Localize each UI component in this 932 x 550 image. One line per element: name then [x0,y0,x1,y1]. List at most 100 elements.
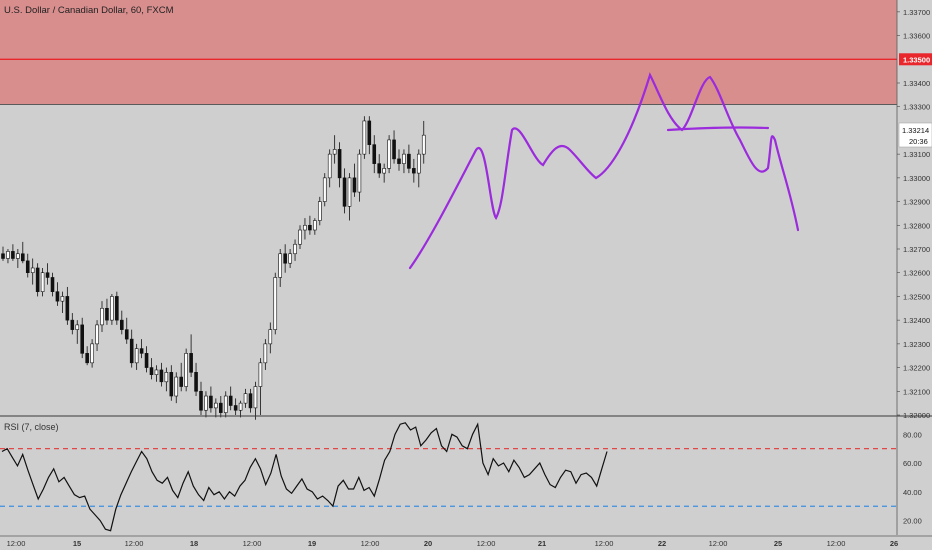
candle[interactable] [174,376,179,397]
candle[interactable] [149,367,154,375]
candle[interactable] [164,372,169,383]
candle[interactable] [387,139,391,169]
candle[interactable] [40,272,45,292]
candle[interactable] [362,120,367,155]
candle[interactable] [199,390,203,411]
price-tick-label: 1.32500 [903,292,930,301]
candle[interactable] [159,369,164,383]
candle[interactable] [293,243,297,255]
candle[interactable] [60,296,65,302]
candle[interactable] [80,324,84,354]
candle[interactable] [308,224,312,231]
candle[interactable] [258,362,263,387]
candle[interactable] [70,319,75,330]
candle[interactable] [115,296,119,321]
candle[interactable] [20,253,25,262]
candle[interactable] [421,134,426,155]
candle[interactable] [332,149,337,155]
candle[interactable] [243,393,248,404]
candle[interactable] [124,329,129,340]
candle[interactable] [322,177,327,202]
candle[interactable] [313,220,317,231]
candle[interactable] [377,163,382,174]
candle[interactable] [129,338,134,364]
time-tick-label: 12:00 [361,539,380,548]
candle[interactable] [209,395,213,409]
candle[interactable] [268,329,273,345]
candle[interactable] [110,296,114,321]
candle[interactable] [204,395,208,411]
candle[interactable] [327,153,332,179]
candle[interactable] [120,319,124,330]
candle[interactable] [412,168,416,174]
candle[interactable] [144,353,149,368]
candle[interactable] [288,253,292,264]
resistance-price-label: 1.33500 [903,55,930,64]
resistance-price-badge [899,53,932,66]
candle[interactable] [337,149,342,179]
candle[interactable] [317,201,322,221]
candle[interactable] [75,324,80,330]
projection-path[interactable] [408,72,800,270]
candle[interactable] [357,153,362,193]
candle[interactable] [169,372,174,397]
candle[interactable] [352,177,357,193]
candle[interactable] [273,277,278,330]
candle[interactable] [16,253,20,259]
candle[interactable] [347,177,352,207]
candle[interactable] [184,353,188,387]
candle[interactable] [303,224,307,231]
candle[interactable] [194,372,198,392]
candle[interactable] [50,277,55,292]
candle[interactable] [278,253,283,278]
candle[interactable] [55,291,60,302]
candle[interactable] [35,267,40,292]
candle[interactable] [402,153,406,164]
candle[interactable] [179,376,183,387]
candle[interactable] [392,139,396,160]
candle[interactable] [253,386,258,409]
candle[interactable] [11,251,15,259]
neckline[interactable] [666,126,770,132]
candle[interactable] [189,353,193,373]
candle[interactable] [95,324,99,345]
candle[interactable] [407,153,411,169]
candle[interactable] [416,153,421,174]
rsi-title: RSI (7, close) [4,422,59,432]
price-pane[interactable] [0,0,897,420]
candle[interactable] [105,307,109,321]
candle[interactable] [45,272,50,278]
candle[interactable] [248,393,253,409]
candle[interactable] [342,177,347,207]
candle[interactable] [228,395,233,406]
candle[interactable] [100,307,104,326]
candle[interactable] [85,353,89,364]
time-tick-label: 20 [424,539,432,548]
candle[interactable] [214,402,218,409]
candle[interactable] [90,343,94,364]
candle[interactable] [263,343,268,364]
candle[interactable] [283,253,287,264]
candle[interactable] [367,120,372,145]
candle[interactable] [139,348,144,354]
candle[interactable] [25,260,30,274]
candle[interactable] [65,296,70,321]
candle[interactable] [397,158,401,164]
candle[interactable] [134,348,139,364]
countdown-label: 20:36 [909,137,928,146]
rsi-pane[interactable] [0,422,897,532]
candle[interactable] [6,251,10,259]
rsi-line[interactable] [1,422,608,532]
candle[interactable] [219,402,223,413]
candle[interactable] [1,253,5,259]
candle[interactable] [238,402,243,411]
candle[interactable] [372,144,377,164]
candle[interactable] [30,267,35,274]
candle[interactable] [382,168,386,174]
candle[interactable] [223,395,228,413]
candle[interactable] [154,369,159,375]
candle[interactable] [298,229,302,245]
price-tick-label: 1.32400 [903,316,930,325]
candle[interactable] [233,405,238,411]
